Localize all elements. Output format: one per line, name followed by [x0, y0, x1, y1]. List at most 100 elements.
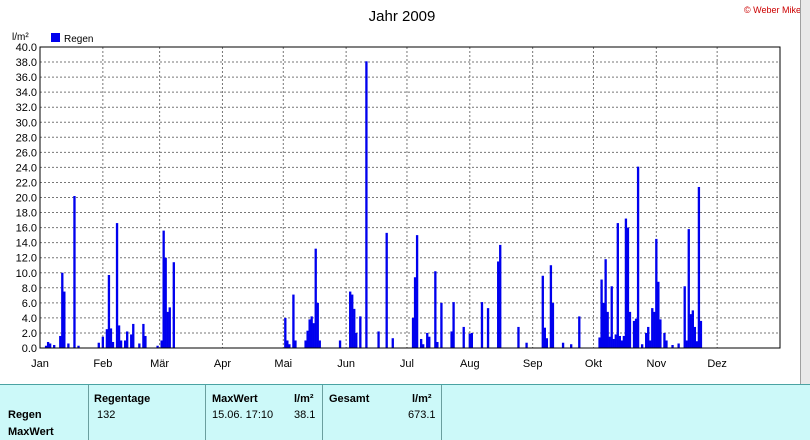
rain-bar: [349, 291, 352, 348]
y-tick-label: 16.0: [16, 223, 37, 235]
x-tick-label-sep: Sep: [523, 358, 543, 370]
regentage-value: 132: [97, 409, 116, 421]
rain-bar: [359, 316, 362, 348]
rain-bar: [415, 235, 419, 348]
x-tick-label-nov: Nov: [647, 358, 667, 370]
maxwert-value: 38.1: [294, 409, 316, 421]
x-tick-label-dez: Dez: [707, 358, 727, 370]
rain-bar: [687, 229, 690, 348]
row-label-regen: Regen: [8, 409, 42, 421]
rain-bar: [480, 302, 484, 348]
rain-bar: [77, 345, 80, 348]
x-tick-label-jul: Jul: [400, 358, 414, 370]
rain-bar: [117, 325, 121, 348]
rain-bar: [138, 343, 141, 348]
maxwert-date: 15.06. 17:10: [212, 409, 274, 421]
rain-bar: [645, 332, 648, 348]
rain-bar: [655, 238, 658, 348]
rain-bar: [620, 340, 624, 348]
legend-swatch: [51, 33, 60, 42]
vertical-scrollbar[interactable]: [800, 0, 810, 384]
stats-gesamt: Gesamt l/m² 673.1: [323, 385, 442, 440]
rain-bar: [142, 323, 145, 348]
y-tick-label: 40.0: [16, 42, 37, 54]
y-tick-label: 18.0: [16, 208, 37, 220]
rain-bar: [697, 186, 701, 348]
rain-bar: [636, 166, 640, 348]
rain-bar: [310, 316, 313, 348]
rain-bar: [606, 311, 609, 348]
rain-bar: [306, 330, 309, 348]
rain-bar: [517, 326, 520, 348]
rain-bar: [111, 341, 115, 348]
rain-bar: [545, 338, 549, 348]
row-label-maxwert: MaxWert: [8, 426, 54, 438]
gesamt-header: Gesamt: [329, 393, 370, 405]
rain-bar: [462, 326, 465, 348]
stats-row-labels: Regen MaxWert: [0, 385, 89, 440]
rain-bar: [549, 265, 553, 348]
maxwert-unit: l/m²: [294, 393, 314, 405]
rain-bar: [470, 332, 473, 348]
rain-bar: [365, 61, 368, 349]
y-tick-label: 10.0: [16, 268, 37, 280]
rain-bar: [312, 323, 315, 348]
x-tick-label-aug: Aug: [460, 358, 480, 370]
y-axis-ticks: 0.0 2.0 4.0 6.0 8.0 10.0 12.0 14.0 16.0 18.0 20.0 2…: [16, 42, 37, 355]
rain-bar: [610, 286, 613, 348]
rain-bar: [156, 345, 159, 348]
rain-bar: [284, 317, 287, 348]
rain-bar: [426, 332, 429, 348]
rain-bar: [338, 340, 342, 348]
rain-bar: [44, 345, 48, 348]
rain-bar: [413, 277, 417, 348]
y-tick-label: 6.0: [22, 298, 37, 310]
rain-bar: [385, 232, 388, 348]
rain-bar: [604, 259, 607, 348]
rain-bar: [659, 319, 662, 348]
rain-bar: [624, 218, 628, 348]
y-tick-label: 32.0: [16, 102, 37, 114]
rain-bar: [616, 223, 619, 348]
rain-bar: [628, 311, 632, 348]
rain-bar: [130, 334, 133, 348]
rain-bar: [411, 317, 415, 348]
rain-bar: [434, 271, 437, 348]
rain-bar: [428, 336, 431, 348]
rain-bar: [677, 343, 680, 348]
rain-bar: [318, 340, 321, 348]
x-tick-label-feb: Feb: [93, 358, 112, 370]
rain-bar: [440, 302, 443, 348]
rain-bar: [304, 340, 307, 348]
y-tick-label: 38.0: [16, 57, 37, 69]
rain-bar: [561, 342, 565, 348]
rain-bar: [391, 338, 394, 348]
rain-bar: [632, 320, 636, 348]
stats-maxwert: MaxWert l/m² 15.06. 17:10 38.1: [206, 385, 323, 440]
rain-bar: [314, 248, 317, 348]
stats-regentage: Regentage 132: [89, 385, 206, 440]
rain-bar: [683, 286, 686, 348]
rain-bar: [525, 342, 528, 348]
y-tick-label: 34.0: [16, 87, 37, 99]
rain-bar: [598, 337, 601, 348]
y-unit-label: l/m²: [12, 32, 29, 43]
rain-bar: [685, 340, 688, 348]
y-tick-label: 4.0: [22, 313, 37, 325]
rain-bar: [353, 308, 356, 348]
x-axis-ticks: Jan Feb Mär Apr Mai Jun Jul Aug Sep Okt Nov Dez: [31, 358, 727, 370]
x-tick-label-mai: Mai: [274, 358, 292, 370]
rain-bar: [294, 340, 297, 348]
rain-bar: [164, 257, 167, 348]
stats-panel: Regen MaxWert Regentage 132 MaxWert l/m²…: [0, 384, 810, 440]
rain-bar: [126, 331, 129, 348]
rain-bar: [115, 223, 119, 348]
rain-bar: [308, 319, 311, 348]
rain-bar: [160, 340, 163, 348]
rain-bar: [612, 338, 615, 348]
rain-chart: Jahr 2009 © Weber Mike l/m² Regen 0.0 2.0…: [12, 5, 801, 370]
rain-bar: [436, 341, 439, 348]
y-tick-label: 22.0: [16, 177, 37, 189]
y-tick-label: 2.0: [22, 328, 37, 340]
rain-bar: [119, 340, 123, 348]
